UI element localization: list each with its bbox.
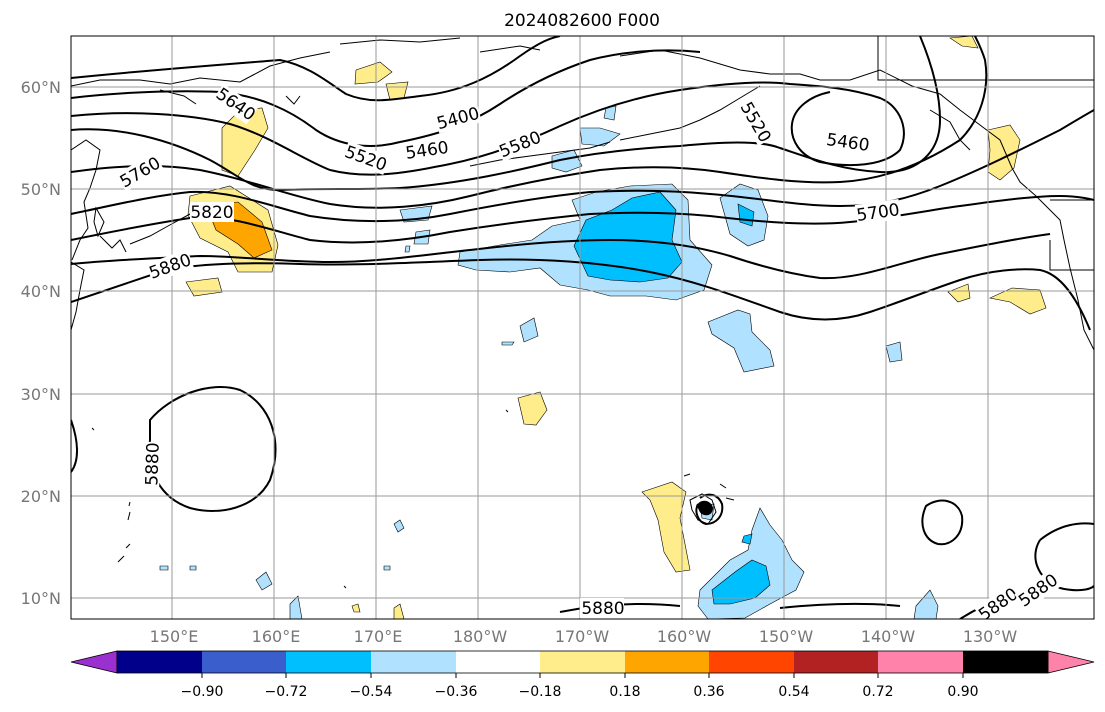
colorbar-swatch xyxy=(540,651,625,673)
colorbar-ticks xyxy=(201,673,964,678)
lon-tick-label: 160°W xyxy=(657,627,712,646)
colorbar-tick-label: −0.18 xyxy=(519,684,562,700)
colorbar-tick-label: 0.72 xyxy=(862,684,893,700)
colorbar-tick-label: −0.54 xyxy=(350,684,393,700)
colorbar-swatch xyxy=(456,651,540,673)
lat-tick-label: 30°N xyxy=(21,385,61,404)
colorbar-swatch xyxy=(286,651,371,673)
colorbar-swatch xyxy=(794,651,878,673)
latitude-tick-labels: 60°N 50°N 40°N 30°N 20°N 10°N xyxy=(21,78,61,608)
colorbar-swatch xyxy=(709,651,794,673)
colorbar-swatch xyxy=(202,651,286,673)
lon-tick-label: 160°E xyxy=(252,627,301,646)
lon-tick-label: 150°E xyxy=(150,627,199,646)
colorbar-swatch xyxy=(625,651,709,673)
colorbar: −0.90 −0.72 −0.54 −0.36 −0.18 0.18 0.36 … xyxy=(70,650,1095,700)
lon-tick-label: 170°W xyxy=(555,627,610,646)
lat-tick-label: 60°N xyxy=(21,78,61,97)
lon-tick-label: 180°W xyxy=(453,627,508,646)
colorbar-swatch xyxy=(371,651,456,673)
lat-tick-label: 50°N xyxy=(21,180,61,199)
colorbar-swatch xyxy=(117,651,202,673)
colorbar-swatch xyxy=(963,651,1048,673)
map-panel: 5640 5760 5820 5880 5880 5400 5460 5520 … xyxy=(71,36,1094,619)
map-frame xyxy=(70,35,1095,620)
lon-tick-label: 150°W xyxy=(759,627,814,646)
colorbar-tick-label: 0.54 xyxy=(778,684,809,700)
colorbar-upper-extension xyxy=(1047,650,1095,674)
lat-tick-label: 40°N xyxy=(21,282,61,301)
lat-tick-label: 10°N xyxy=(21,589,61,608)
contour-label: 5820 xyxy=(190,203,233,223)
colorbar-lower-extension xyxy=(70,650,118,674)
colorbar-tick-labels: −0.90 −0.72 −0.54 −0.36 −0.18 0.18 0.36 … xyxy=(181,684,979,700)
height-contours xyxy=(71,36,1094,619)
colorbar-tick-label: −0.36 xyxy=(435,684,478,700)
lat-tick-label: 20°N xyxy=(21,487,61,506)
lon-tick-label: 130°W xyxy=(963,627,1018,646)
colorbar-tick-label: 0.18 xyxy=(609,684,640,700)
colorbar-tick-label: 0.90 xyxy=(947,684,978,700)
colorbar-swatch xyxy=(878,651,963,673)
lon-tick-label: 170°E xyxy=(354,627,403,646)
colorbar-tick-label: 0.36 xyxy=(693,684,724,700)
lon-tick-label: 140°W xyxy=(861,627,916,646)
colorbar-tick-label: −0.72 xyxy=(265,684,308,700)
colorbar-tick-label: −0.90 xyxy=(181,684,224,700)
map-title: 2024082600 F000 xyxy=(504,11,660,31)
coastlines xyxy=(71,36,1094,589)
longitude-tick-labels: 150°E 160°E 170°E 180°W 170°W 160°W 150°… xyxy=(150,627,1018,646)
map-gridlines xyxy=(71,36,1094,619)
colorbar-outline xyxy=(116,650,1049,674)
contour-label: 5880 xyxy=(142,442,163,486)
contour-label: 5880 xyxy=(581,599,624,619)
